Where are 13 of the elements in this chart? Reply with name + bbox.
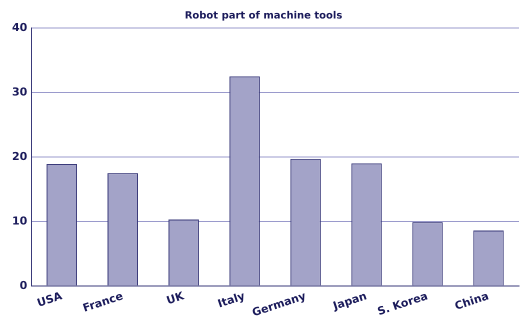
y-tick-label: 30: [12, 85, 28, 98]
chart-title: Robot part of machine tools: [184, 10, 342, 22]
x-tick-label: France: [81, 289, 125, 315]
x-tick-label: China: [453, 289, 490, 313]
y-tick-label: 40: [12, 20, 28, 34]
x-tick-label: UK: [164, 289, 186, 308]
y-tick-label: 10: [12, 214, 28, 228]
x-tick-label: Japan: [330, 289, 368, 313]
x-tick-label: Italy: [216, 289, 247, 310]
y-tick-label: 0: [20, 278, 28, 292]
y-tick-label: 20: [12, 150, 28, 163]
x-tick-label: USA: [35, 289, 64, 310]
x-tick-label: S. Korea: [376, 289, 430, 318]
